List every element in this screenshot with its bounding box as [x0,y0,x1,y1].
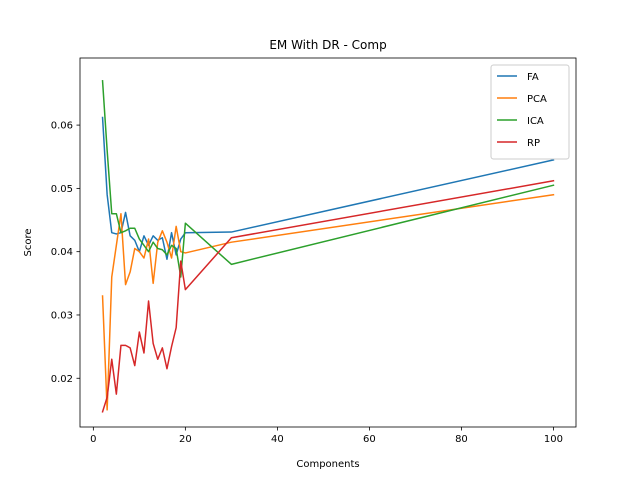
x-tick-label: 60 [363,434,376,445]
x-tick-label: 20 [179,434,192,445]
legend-label-fa: FA [527,72,539,83]
x-tick-label: 80 [455,434,468,445]
plot-area [101,79,555,413]
legend: FA PCA ICA RP [490,64,570,160]
x-tick-label: 100 [544,434,563,445]
legend-label-rp: RP [527,138,540,149]
y-tick-label: 0.02 [51,374,73,385]
series-line-ica [101,79,555,278]
y-axis-label: Score [23,228,34,256]
series-line-rp [101,179,555,413]
y-tick-label: 0.04 [51,247,73,258]
legend-label-ica: ICA [527,116,544,127]
x-axis-label: Components [296,459,359,470]
x-tick-label: 40 [271,434,284,445]
plot-frame [79,57,577,428]
legend-box [490,64,570,160]
x-axis: 0 20 40 60 80 100 [90,427,563,445]
y-tick-label: 0.03 [51,310,73,321]
series-line-pca [101,193,555,411]
y-axis: 0.02 0.03 0.04 0.05 0.06 [51,121,80,385]
y-tick-label: 0.06 [51,121,73,132]
chart-title: EM With DR - Comp [269,38,386,52]
y-tick-label: 0.05 [51,184,73,195]
legend-label-pca: PCA [527,94,547,105]
x-tick-label: 0 [90,434,96,445]
